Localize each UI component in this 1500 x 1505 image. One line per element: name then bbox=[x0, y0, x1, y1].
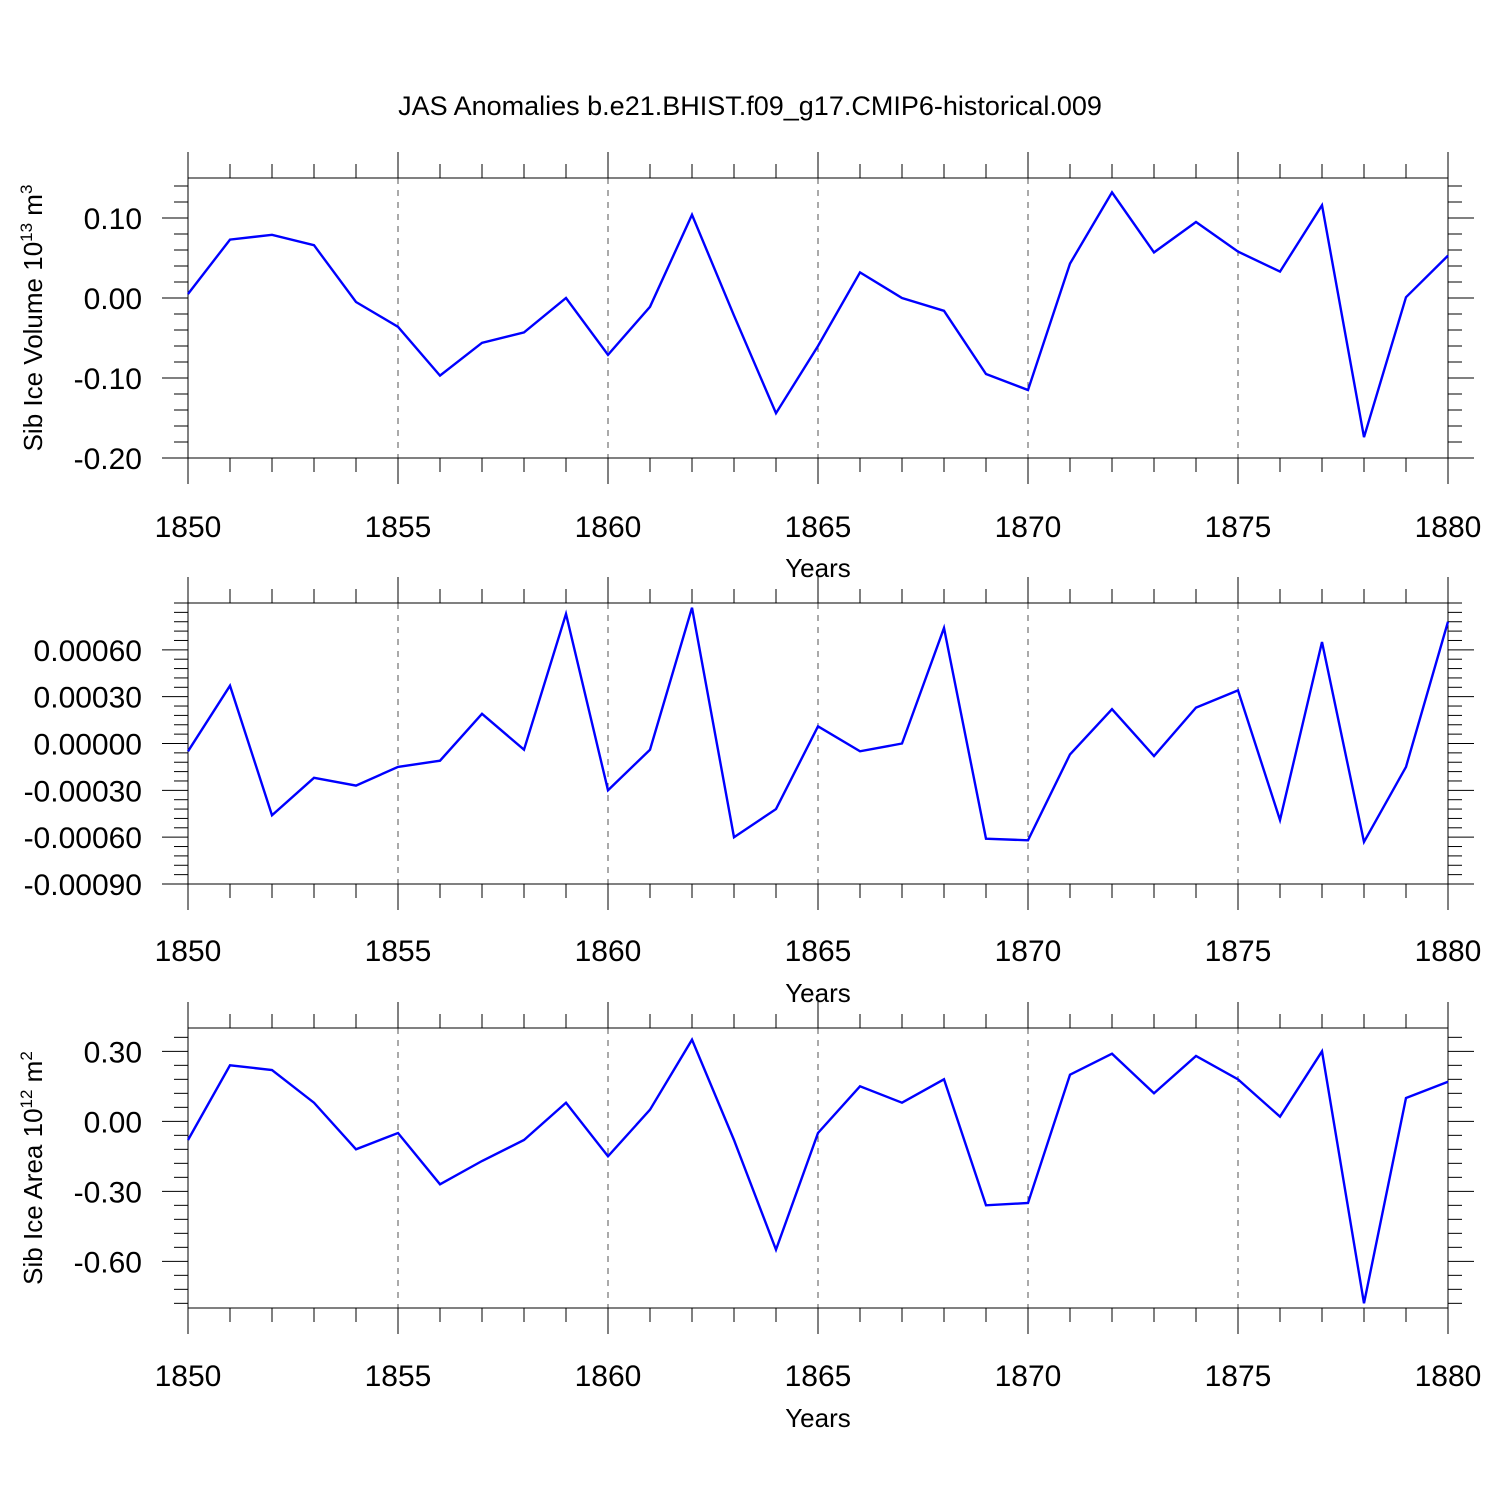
x-tick-label: 1850 bbox=[155, 511, 222, 544]
x-tick-label: 1875 bbox=[1205, 1360, 1272, 1393]
x-tick-label: 1860 bbox=[575, 511, 642, 544]
y-tick-label: 0.30 bbox=[84, 1036, 142, 1069]
y-tick-label: -0.10 bbox=[74, 363, 142, 396]
y-tick-label: -0.20 bbox=[74, 443, 142, 476]
y-axis-label: Sib Ice Volume 1013 m3 bbox=[17, 185, 48, 452]
x-tick-label: 1880 bbox=[1415, 511, 1482, 544]
y-axis-label: Sib Ice Area 1012 m2 bbox=[17, 1051, 48, 1285]
panel-volume: 0.10 0.00 -0.10 -0.20 1850 1855 1860 1865 1870 18… bbox=[17, 152, 1481, 583]
y-tick-label: 0.00000 bbox=[34, 729, 142, 762]
x-tick-label: 1880 bbox=[1415, 1360, 1482, 1393]
y-tick-label: -0.00030 bbox=[24, 775, 142, 808]
x-tick-label: 1855 bbox=[365, 935, 432, 968]
x-tick-label: 1875 bbox=[1205, 935, 1272, 968]
x-axis-label: Years bbox=[785, 1403, 851, 1433]
y-tick-label: -0.00060 bbox=[24, 822, 142, 855]
x-tick-label: 1860 bbox=[575, 1360, 642, 1393]
x-tick-label: 1865 bbox=[785, 935, 852, 968]
y-tick-label: -0.60 bbox=[74, 1246, 142, 1279]
x-tick-label: 1870 bbox=[995, 1360, 1062, 1393]
y-tick-label: 0.00060 bbox=[34, 635, 142, 668]
x-tick-label: 1880 bbox=[1415, 935, 1482, 968]
y-tick-label: -0.30 bbox=[74, 1176, 142, 1209]
y-tick-label: 0.10 bbox=[84, 203, 142, 236]
x-tick-label: 1870 bbox=[995, 511, 1062, 544]
series-line-thickness bbox=[186, 607, 1450, 846]
y-tick-label: -0.00090 bbox=[24, 869, 142, 902]
series-line-volume bbox=[187, 190, 1449, 438]
chart-title: JAS Anomalies b.e21.BHIST.f09_g17.CMIP6-… bbox=[398, 91, 1102, 121]
x-tick-label: 1860 bbox=[575, 935, 642, 968]
x-tick-label: 1850 bbox=[155, 935, 222, 968]
x-tick-label: 1865 bbox=[785, 511, 852, 544]
series-line-area bbox=[186, 1037, 1449, 1304]
plot-frame bbox=[187, 602, 1449, 885]
x-tick-label: 1850 bbox=[155, 1360, 222, 1393]
y-tick-label: 0.00 bbox=[84, 1106, 142, 1139]
x-tick-label: 1870 bbox=[995, 935, 1062, 968]
panel-thickness: 0.00060 0.00030 0.00000 -0.00030 -0.00060 -0.… bbox=[24, 577, 1482, 1008]
panels: 0.10 0.00 -0.10 -0.20 1850 1855 1860 1865 1870 18… bbox=[17, 152, 1481, 1433]
panel-area: 0.30 0.00 -0.30 -0.60 1850 1855 1860 1865 1870 18… bbox=[17, 1002, 1481, 1433]
x-tick-label: 1865 bbox=[785, 1360, 852, 1393]
x-tick-label: 1855 bbox=[365, 511, 432, 544]
x-tick-label: 1875 bbox=[1205, 511, 1272, 544]
y-tick-label: 0.00 bbox=[84, 283, 142, 316]
x-tick-label: 1855 bbox=[365, 1360, 432, 1393]
y-tick-label: 0.00030 bbox=[34, 682, 142, 715]
